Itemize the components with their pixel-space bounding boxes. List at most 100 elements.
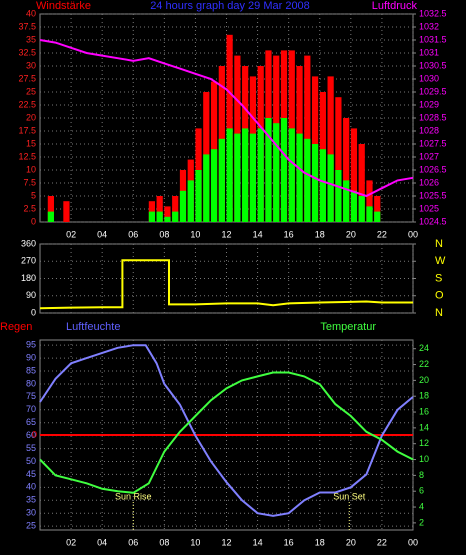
y-tick-label: 80 <box>26 378 36 388</box>
y-tick-label: 22.5 <box>18 99 36 109</box>
y2-tick-label: 1029.5 <box>419 86 447 96</box>
y-tick-label: 0 <box>31 307 36 317</box>
y-tick-label: 85 <box>26 365 36 375</box>
y-tick-label: 7.5 <box>23 177 36 187</box>
y-axis-title: Windstärke <box>36 0 91 12</box>
wind-bar <box>172 196 179 222</box>
wind-bar <box>311 144 319 222</box>
x-tick-label: 08 <box>159 537 169 547</box>
wind-bar <box>280 118 288 222</box>
wind-bar <box>187 180 194 222</box>
y2-tick-label: N <box>435 307 443 319</box>
wind-bar <box>350 190 358 222</box>
y2-tick-label: N <box>435 238 443 250</box>
wind-bar <box>164 206 171 222</box>
y3-tick-label: 0 <box>32 429 37 439</box>
y-tick-label: 65 <box>26 417 36 427</box>
wind-bar <box>343 180 350 222</box>
x-tick-label: 22 <box>377 537 387 547</box>
y2-tick-label: 1025.5 <box>419 190 447 200</box>
y-tick-label: 50 <box>26 456 36 466</box>
y2-tick-label: O <box>435 290 444 302</box>
wind-bar <box>366 180 373 222</box>
wind-bar <box>257 128 264 222</box>
y2-tick-label: 1031 <box>419 47 439 57</box>
y-tick-label: 32.5 <box>18 47 36 57</box>
x-tick-label: 20 <box>346 229 356 239</box>
x-tick-label: 20 <box>346 537 356 547</box>
wind-bar <box>296 133 303 222</box>
y2-axis-title: Luftdruck <box>372 0 418 12</box>
wind-bar <box>203 154 210 222</box>
series-line <box>39 344 414 517</box>
y2-tick-label: 8 <box>419 470 424 480</box>
y-tick-label: 90 <box>26 290 36 300</box>
x-tick-label: 02 <box>66 229 76 239</box>
y-tick-label: 5 <box>31 190 36 200</box>
y-tick-label: 17.5 <box>18 125 36 135</box>
y2-tick-label: 2 <box>419 517 424 527</box>
y2-tick-label: 22 <box>419 359 429 369</box>
wind-bar <box>218 138 225 222</box>
y-tick-label: 60 <box>26 430 36 440</box>
y-tick-label: 360 <box>21 238 36 248</box>
wind-bar <box>195 170 202 222</box>
wind-bar <box>164 216 171 222</box>
wind-bar <box>288 128 295 222</box>
wind-bar <box>350 128 358 222</box>
annotation: Sun Rise <box>115 491 152 501</box>
y-tick-label: 40 <box>26 8 36 18</box>
y3-axis-title: Regen <box>0 321 32 333</box>
wind-bar <box>156 211 163 222</box>
y2-tick-label: 24 <box>419 343 429 353</box>
y-tick-label: 30 <box>26 60 36 70</box>
chart-title: 24 hours graph day 29 Mar 2008 <box>150 0 310 12</box>
y-tick-label: 90 <box>26 352 36 362</box>
y-tick-label: 15 <box>26 138 36 148</box>
y-tick-label: 0 <box>31 216 36 226</box>
y-tick-label: 180 <box>21 273 36 283</box>
y-tick-label: 55 <box>26 443 36 453</box>
series-line <box>39 371 414 494</box>
y2-tick-label: 14 <box>419 422 429 432</box>
wind-bar <box>304 55 311 222</box>
x-tick-label: 14 <box>253 229 263 239</box>
y2-tick-label: W <box>435 255 446 267</box>
x-tick-label: 16 <box>284 229 294 239</box>
y2-tick-label: 1026.5 <box>419 164 447 174</box>
wind-bar <box>226 128 233 222</box>
x-tick-label: 06 <box>128 537 138 547</box>
y2-tick-label: 1027.5 <box>419 138 447 148</box>
y-tick-label: 35 <box>26 34 36 44</box>
y2-axis-title: Temperatur <box>320 321 376 333</box>
x-tick-label: 16 <box>284 537 294 547</box>
wind-bar <box>343 118 350 222</box>
y-tick-label: 10 <box>26 164 36 174</box>
wind-bar <box>47 211 54 222</box>
y2-tick-label: 1028.5 <box>419 112 447 122</box>
y2-tick-label: 1025 <box>419 203 439 213</box>
x-tick-label: 08 <box>159 229 169 239</box>
x-tick-label: 00 <box>408 229 418 239</box>
wind-bar <box>148 211 156 222</box>
y2-tick-label: 12 <box>419 438 429 448</box>
y-axis-title: Luftfeuchte <box>66 321 120 333</box>
y2-tick-label: 1028 <box>419 125 439 135</box>
x-tick-label: 18 <box>315 537 325 547</box>
y2-tick-label: 1030 <box>419 73 439 83</box>
y-tick-label: 30 <box>26 508 36 518</box>
wind-bar <box>156 196 163 222</box>
y2-tick-label: 1031.5 <box>419 34 447 44</box>
wind-bar <box>210 149 218 222</box>
series-line <box>39 39 414 198</box>
x-tick-label: 04 <box>97 537 107 547</box>
y-tick-label: 45 <box>26 469 36 479</box>
wind-bar <box>374 211 381 222</box>
x-tick-label: 18 <box>315 229 325 239</box>
y2-tick-label: 10 <box>419 454 429 464</box>
x-tick-label: 04 <box>97 229 107 239</box>
wind-bar <box>234 133 241 222</box>
y-tick-label: 75 <box>26 391 36 401</box>
y-tick-label: 2.5 <box>23 203 36 213</box>
wind-bar <box>265 118 272 222</box>
